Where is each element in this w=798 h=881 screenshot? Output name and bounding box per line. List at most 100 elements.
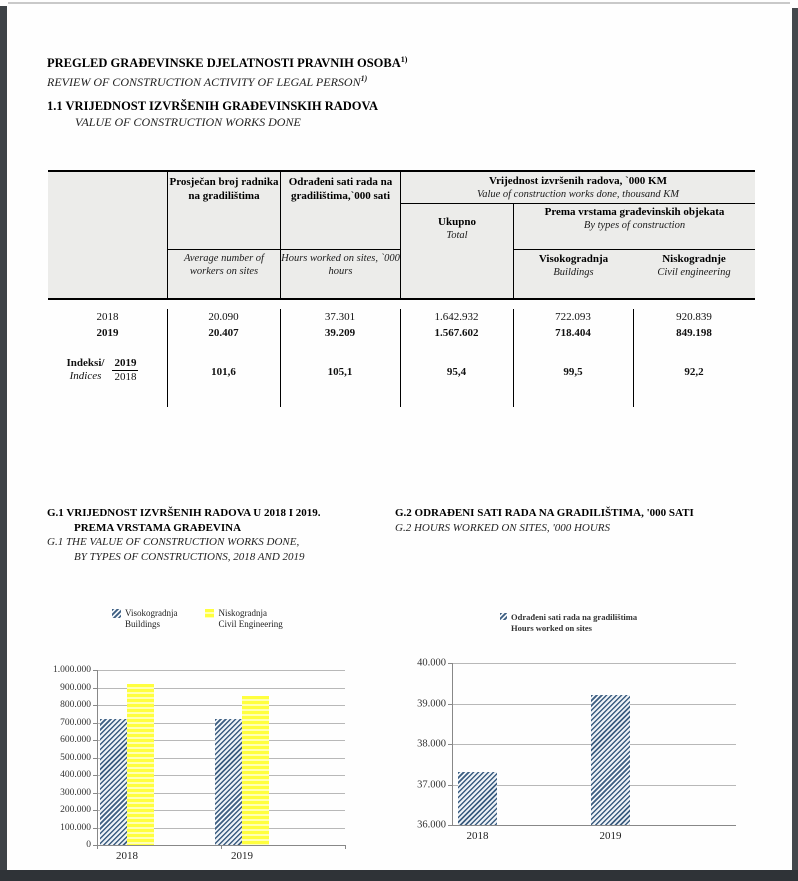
gridline [97, 687, 345, 689]
table-row: 2018 20.090 37.301 1.642.932 722.093 920… [48, 309, 755, 325]
index-label-en: Indices [69, 370, 102, 382]
y-tick-label: 300.000 [60, 787, 91, 798]
header-workers-bs: Prosječan broj radnika na gradilištima [167, 172, 280, 250]
row-label: 2018 [96, 311, 119, 323]
gridline [452, 663, 736, 664]
header-buildings-en: Buildings [553, 266, 594, 278]
y-tick-label: 100.000 [60, 822, 91, 833]
index-denominator: 2018 [114, 371, 137, 383]
y-axis-tick [93, 827, 97, 829]
x-category-label: 2019 [231, 850, 253, 862]
chart1-title: G.1 VRIJEDNOST IZVRŠENIH RADOVA U 2018 I… [47, 506, 321, 564]
y-tick-label: 36.000 [417, 819, 446, 831]
y-axis-tick [448, 784, 452, 786]
index-fraction: 2019 2018 [112, 357, 139, 384]
cell-total: 1.642.932 [434, 311, 479, 323]
bar-2019-yellow [242, 696, 269, 845]
section-title-bosnian: 1.1 VRIJEDNOST IZVRŠENIH GRAĐEVINSKIH RA… [47, 99, 378, 113]
title-english: REVIEW OF CONSTRUCTION ACTIVITY OF LEGAL… [47, 71, 407, 90]
header-civil-bs: Niskogradnje [662, 253, 726, 265]
y-tick-label: 800.000 [60, 700, 91, 710]
y-tick-label: 39.000 [417, 698, 446, 709]
cell-total: 1.567.602 [434, 327, 479, 339]
section-title: 1.1 VRIJEDNOST IZVRŠENIH GRAĐEVINSKIH RA… [47, 98, 378, 130]
header-hours-en: Hours worked on sites, `000 hours [280, 250, 400, 298]
row-label: 2019 [96, 327, 119, 339]
y-axis-line [452, 663, 453, 825]
y-axis-tick [93, 705, 97, 706]
y-axis-tick [93, 792, 97, 794]
page-edge-bottom [0, 870, 798, 881]
header-hours-bs: Odrađeni sati rada na gradilištima,`000 … [280, 172, 400, 250]
column-divider [167, 309, 168, 407]
legend-buildings-en: Buildings [125, 619, 161, 629]
legend-item-buildings: Visokogradnja Buildings [112, 608, 177, 630]
page-edge-right [792, 8, 798, 881]
y-axis-tick [93, 687, 97, 689]
header-civil-en: Civil engineering [657, 266, 731, 278]
chart1-legend: Visokogradnja Buildings Niskogradnja Civ… [112, 608, 283, 630]
y-tick-label: 37.000 [417, 779, 446, 790]
cell-civil: 920.839 [676, 311, 712, 323]
index-numerator: 2019 [112, 357, 139, 371]
header-value-group: Vrijednost izvršenih radova, `000 KM Val… [400, 172, 755, 204]
gridline [97, 670, 345, 671]
y-tick-label: 700.000 [60, 717, 91, 728]
index-workers: 101,6 [211, 366, 236, 378]
table-body: 2018 20.090 37.301 1.642.932 722.093 920… [48, 309, 755, 407]
header-total-en: Total [446, 229, 468, 241]
y-axis-tick [93, 722, 97, 724]
chart1-title-bs-line1: G.1 VRIJEDNOST IZVRŠENIH RADOVA U 2018 I… [47, 507, 321, 519]
index-row-label: Indeksi/ Indices 2019 2018 [48, 357, 167, 384]
y-axis-tick [448, 703, 452, 705]
legend-civil-label: Niskogradnja Civil Engineering [218, 608, 282, 630]
yellow-swatch-icon [205, 609, 215, 618]
y-tick-label: 1.000.000 [53, 665, 91, 675]
chart2-bar-chart: 40.000 39.000 38.000 37.000 36.000 2018 2019 [398, 658, 736, 842]
legend-civil-bs: Niskogradnja [218, 608, 267, 618]
y-axis-tick [93, 845, 97, 846]
bar-2018-yellow [127, 683, 154, 845]
table-header: Prosječan broj radnika na gradilištima O… [48, 170, 755, 300]
y-axis-tick [93, 775, 97, 776]
x-axis-tick [221, 845, 222, 849]
chart1-plot-area: 2018 2019 [93, 670, 346, 862]
document-title: PREGLED GRAĐEVINSKE DJELATNOSTI PRAVNIH … [47, 52, 407, 90]
hatch-swatch-icon [112, 609, 121, 618]
bar-2018-hatch [458, 772, 497, 825]
index-label-bs: Indeksi/ [66, 357, 105, 369]
y-axis-line [97, 670, 98, 845]
header-empty-cell [48, 172, 167, 298]
header-value-group-en: Value of construction works done, thousa… [476, 188, 680, 200]
header-types-bs: Prema vrstama građevinskih objekata [544, 206, 725, 218]
column-divider [633, 309, 634, 407]
legend-civil-en: Civil Engineering [218, 619, 283, 629]
title-bosnian: PREGLED GRAĐEVINSKE DJELATNOSTI PRAVNIH … [47, 52, 407, 71]
y-tick-label: 900.000 [60, 682, 91, 693]
y-tick-label: 500.000 [60, 752, 91, 763]
y-tick-label: 40.000 [417, 657, 446, 669]
index-buildings: 99,5 [563, 366, 583, 378]
cell-civil: 849.198 [676, 327, 712, 339]
header-total: Ukupno Total [400, 204, 513, 298]
header-types-en: By types of construction [583, 219, 686, 231]
y-tick-label: 400.000 [60, 770, 91, 780]
legend-hours-bs: Odrađeni sati rada na gradilištima [511, 612, 638, 622]
legend-hours-row: Odrađeni sati rada na gradilištima [500, 612, 637, 623]
page-edge-top [8, 2, 790, 4]
cell-hours: 39.209 [324, 327, 356, 339]
bar-2018-hatch [100, 718, 127, 845]
y-tick-label: 0 [86, 840, 91, 850]
bar-2019-hatch [591, 695, 630, 825]
x-category-label: 2018 [116, 850, 138, 862]
cell-buildings: 722.093 [555, 311, 591, 323]
chart1-title-en-line1: G.1 THE VALUE OF CONSTRUCTION WORKS DONE… [47, 536, 300, 548]
legend-hours-en: Hours worked on sites [511, 622, 592, 633]
y-axis-tick [93, 757, 97, 759]
cell-workers: 20.090 [208, 311, 239, 323]
y-tick-label: 200.000 [60, 805, 91, 815]
y-axis-tick [448, 744, 452, 745]
cell-buildings: 718.404 [555, 327, 591, 339]
section-title-english: VALUE OF CONSTRUCTION WORKS DONE [75, 115, 301, 129]
header-workers-en: Average number of workers on sites [167, 250, 280, 298]
